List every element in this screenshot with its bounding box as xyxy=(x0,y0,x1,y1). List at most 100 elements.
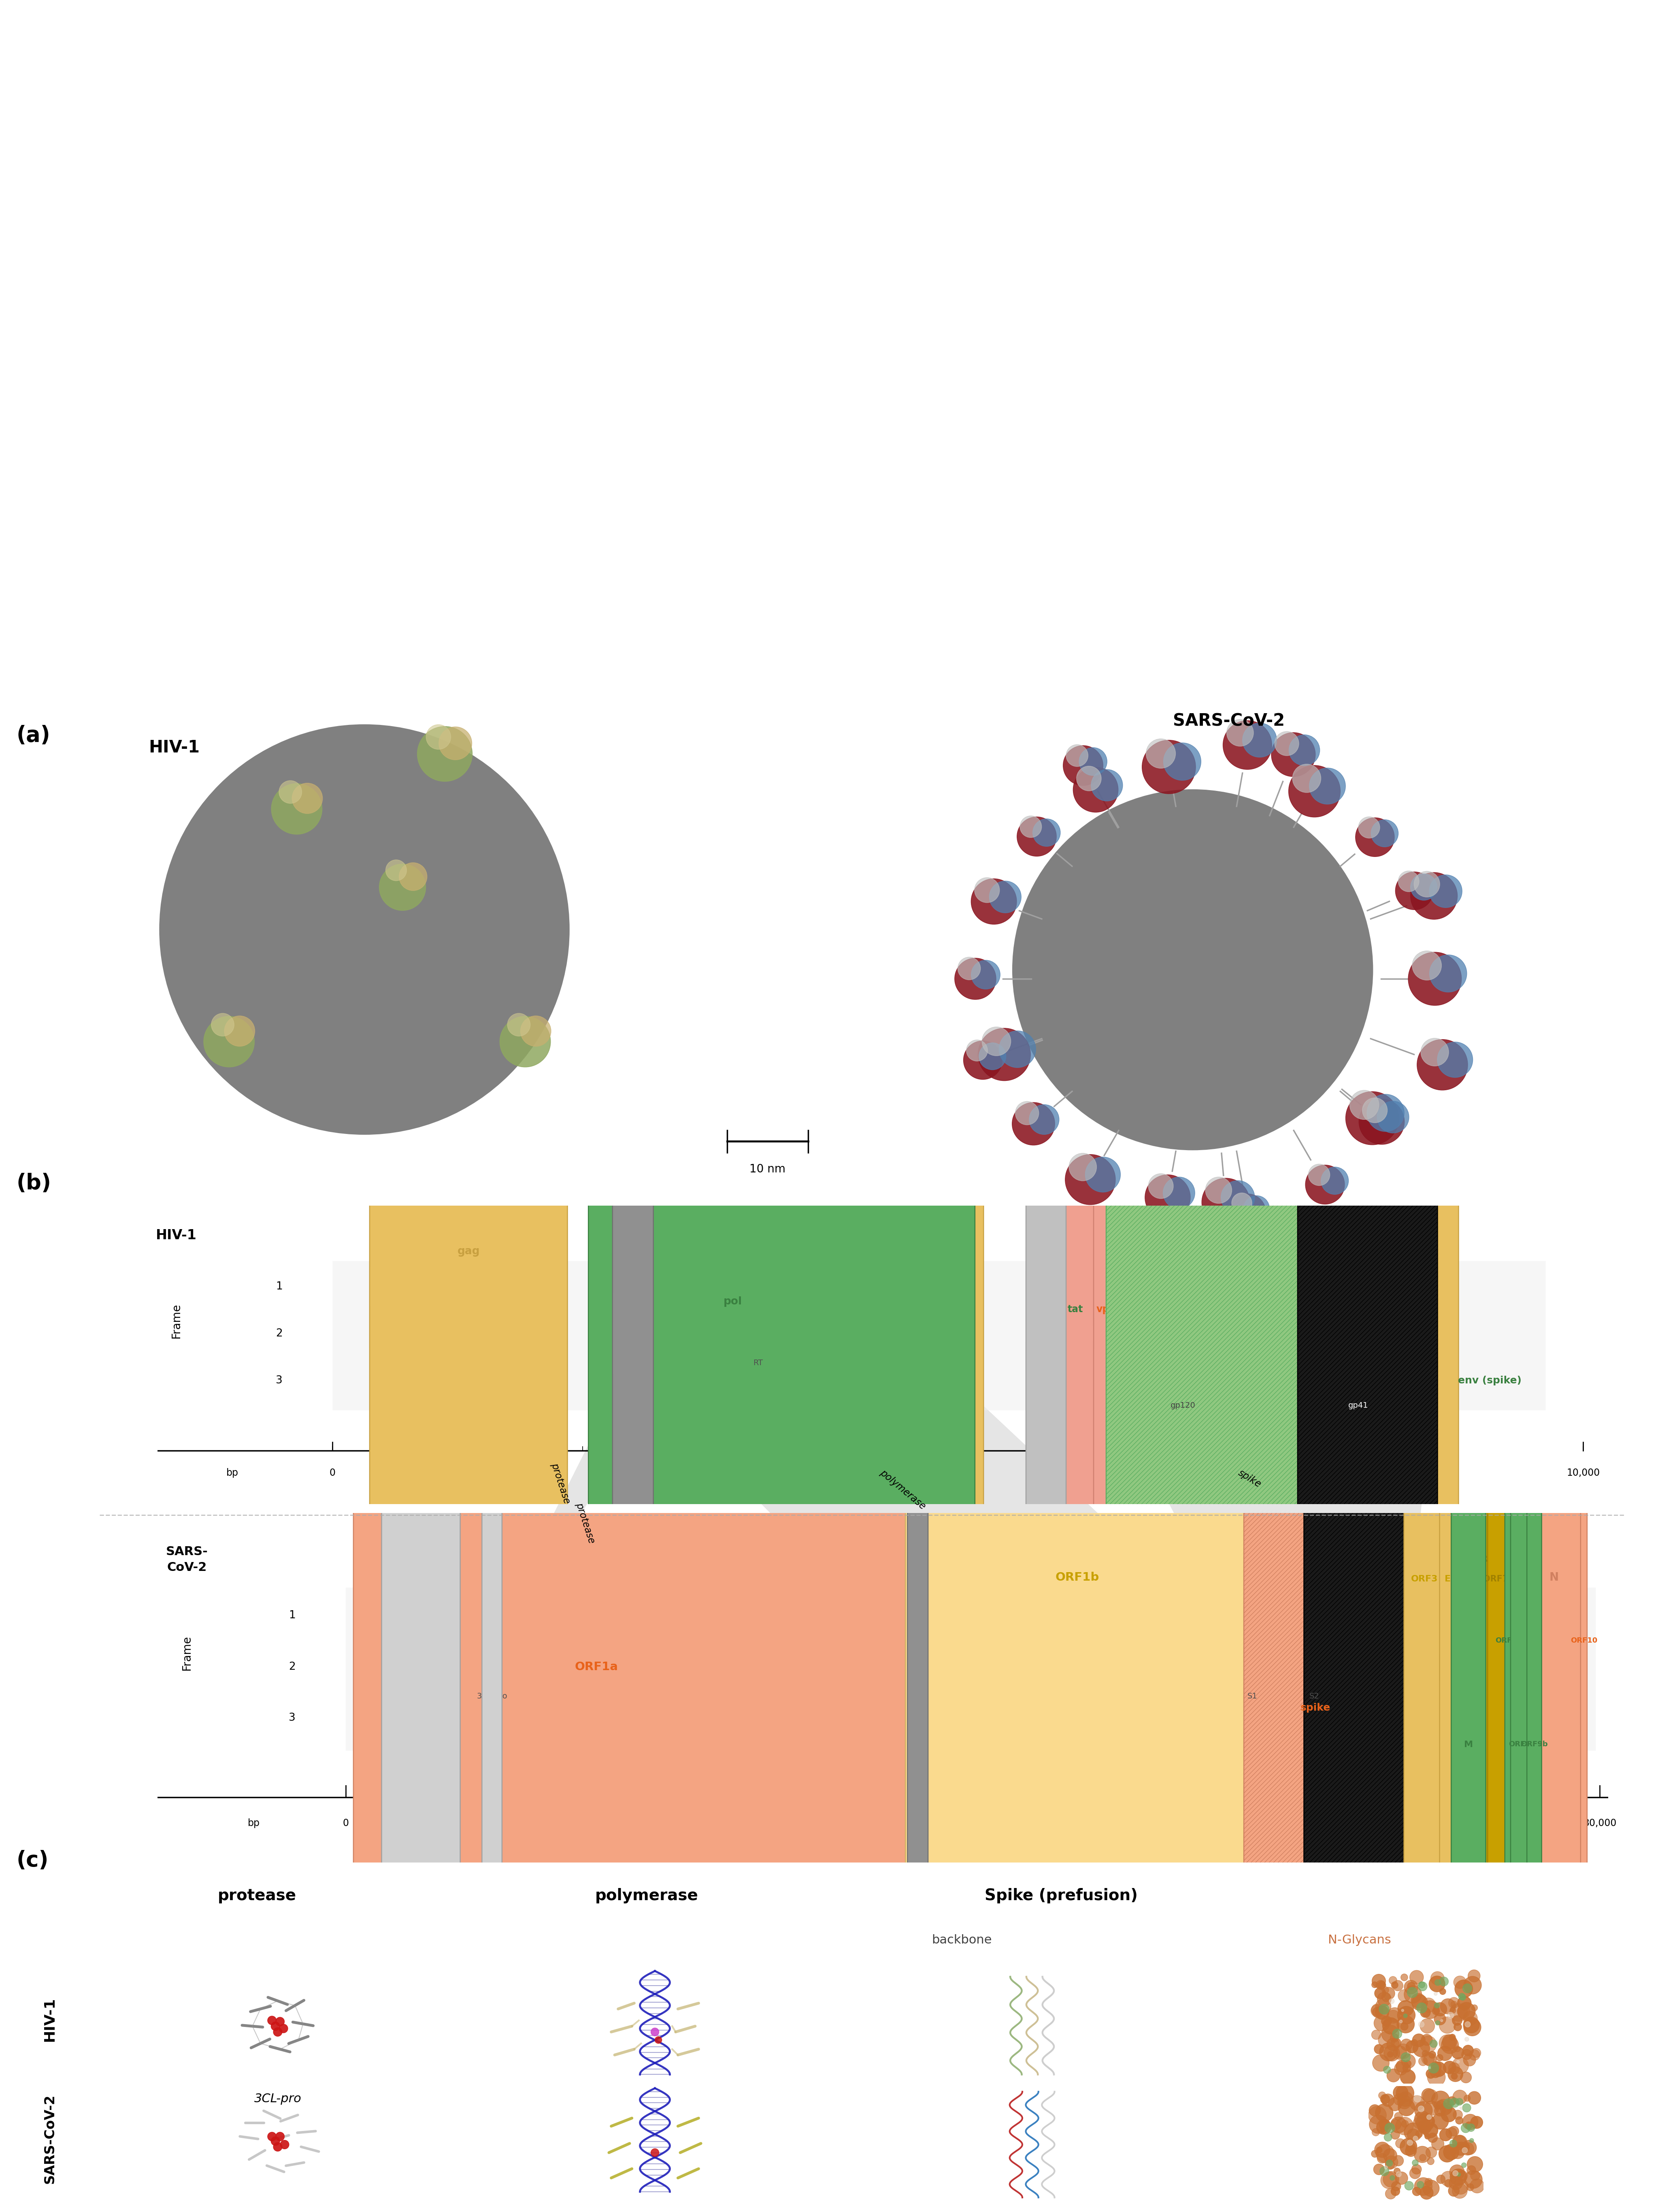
Circle shape xyxy=(1452,2090,1467,2104)
Circle shape xyxy=(343,876,426,958)
Circle shape xyxy=(1408,2128,1419,2141)
Circle shape xyxy=(1441,2020,1442,2022)
Text: vpu: vpu xyxy=(1096,1305,1116,1314)
Circle shape xyxy=(1464,2037,1469,2042)
FancyBboxPatch shape xyxy=(381,0,461,2212)
Circle shape xyxy=(1398,872,1419,891)
Circle shape xyxy=(1401,2022,1408,2031)
FancyBboxPatch shape xyxy=(1487,0,1509,2212)
Circle shape xyxy=(1066,834,1331,1099)
Circle shape xyxy=(1146,1175,1190,1221)
Circle shape xyxy=(1413,2188,1421,2197)
Text: Frame: Frame xyxy=(181,1635,192,1670)
Text: N-Glycans: N-Glycans xyxy=(1328,1933,1391,1947)
Circle shape xyxy=(1114,874,1295,1053)
Circle shape xyxy=(275,2132,285,2141)
Circle shape xyxy=(171,734,560,1124)
Circle shape xyxy=(1111,869,1297,1057)
Circle shape xyxy=(1467,2183,1474,2190)
Circle shape xyxy=(1164,1177,1195,1208)
Circle shape xyxy=(1174,922,1247,995)
Circle shape xyxy=(1398,2000,1414,2017)
Text: 0: 0 xyxy=(330,1469,335,1478)
Circle shape xyxy=(978,1029,1031,1082)
Circle shape xyxy=(1381,1986,1389,1993)
Circle shape xyxy=(1457,2170,1467,2181)
Text: 3CL-pro: 3CL-pro xyxy=(254,2093,302,2104)
Circle shape xyxy=(1363,1097,1388,1124)
Circle shape xyxy=(1459,1993,1466,2000)
Circle shape xyxy=(958,958,980,980)
Text: (a): (a) xyxy=(17,726,50,745)
Circle shape xyxy=(1399,2139,1418,2154)
Circle shape xyxy=(221,774,522,1075)
Circle shape xyxy=(1436,2099,1452,2115)
Circle shape xyxy=(1371,2004,1383,2015)
Circle shape xyxy=(1471,2117,1482,2128)
Text: S1: S1 xyxy=(1247,1692,1257,1701)
Circle shape xyxy=(1426,2068,1436,2079)
Circle shape xyxy=(1467,2166,1476,2174)
Circle shape xyxy=(1376,2119,1391,2135)
Circle shape xyxy=(426,726,451,750)
Circle shape xyxy=(1409,1971,1424,1984)
FancyBboxPatch shape xyxy=(1505,261,1512,2212)
Circle shape xyxy=(274,2028,282,2037)
Circle shape xyxy=(1212,953,1219,960)
Circle shape xyxy=(1391,2119,1401,2130)
Circle shape xyxy=(1011,790,1373,1150)
FancyBboxPatch shape xyxy=(1404,0,1446,2212)
Circle shape xyxy=(1386,2188,1396,2199)
Circle shape xyxy=(1378,1102,1409,1133)
Circle shape xyxy=(275,818,479,1024)
Text: PR: PR xyxy=(628,1358,638,1367)
Circle shape xyxy=(1381,2095,1394,2106)
Circle shape xyxy=(1457,2002,1476,2020)
Circle shape xyxy=(1104,865,1302,1064)
Circle shape xyxy=(1384,2132,1393,2141)
Circle shape xyxy=(1462,2048,1472,2059)
Circle shape xyxy=(1454,2135,1466,2148)
Circle shape xyxy=(264,810,489,1035)
Circle shape xyxy=(1449,2177,1462,2190)
Circle shape xyxy=(1157,909,1260,1011)
Circle shape xyxy=(1408,2139,1413,2146)
FancyBboxPatch shape xyxy=(1244,0,1310,2212)
Circle shape xyxy=(1434,2013,1446,2024)
Circle shape xyxy=(270,2137,280,2146)
FancyBboxPatch shape xyxy=(333,1261,1545,1411)
Circle shape xyxy=(340,872,429,960)
FancyBboxPatch shape xyxy=(589,0,975,2212)
Circle shape xyxy=(1419,2022,1424,2026)
Circle shape xyxy=(244,794,504,1053)
Circle shape xyxy=(955,958,996,1000)
Circle shape xyxy=(1073,838,1326,1093)
Circle shape xyxy=(360,887,414,942)
Circle shape xyxy=(1436,2101,1446,2110)
Circle shape xyxy=(267,2015,277,2024)
Text: HIV-1: HIV-1 xyxy=(156,1228,197,1243)
Circle shape xyxy=(1423,2124,1437,2139)
Circle shape xyxy=(1452,2057,1469,2075)
Circle shape xyxy=(1414,872,1439,898)
Circle shape xyxy=(1464,2011,1477,2026)
Circle shape xyxy=(1358,816,1379,838)
Circle shape xyxy=(1371,2031,1381,2039)
Circle shape xyxy=(1091,770,1122,801)
Text: polymerase: polymerase xyxy=(879,1469,927,1511)
Circle shape xyxy=(1171,920,1250,998)
Circle shape xyxy=(1391,2037,1401,2048)
Text: 2: 2 xyxy=(275,1327,282,1338)
Text: SARS-CoV-2: SARS-CoV-2 xyxy=(1172,712,1285,730)
Circle shape xyxy=(371,896,405,931)
Text: ORF1b: ORF1b xyxy=(1056,1571,1099,1584)
Circle shape xyxy=(1373,2163,1384,2174)
Circle shape xyxy=(1401,2121,1408,2128)
Circle shape xyxy=(1428,2068,1446,2086)
Circle shape xyxy=(1386,2037,1399,2051)
Circle shape xyxy=(1384,2124,1394,2132)
Circle shape xyxy=(1383,2148,1398,2163)
Circle shape xyxy=(229,781,516,1068)
Circle shape xyxy=(1389,1975,1398,1984)
Circle shape xyxy=(982,1026,1011,1055)
